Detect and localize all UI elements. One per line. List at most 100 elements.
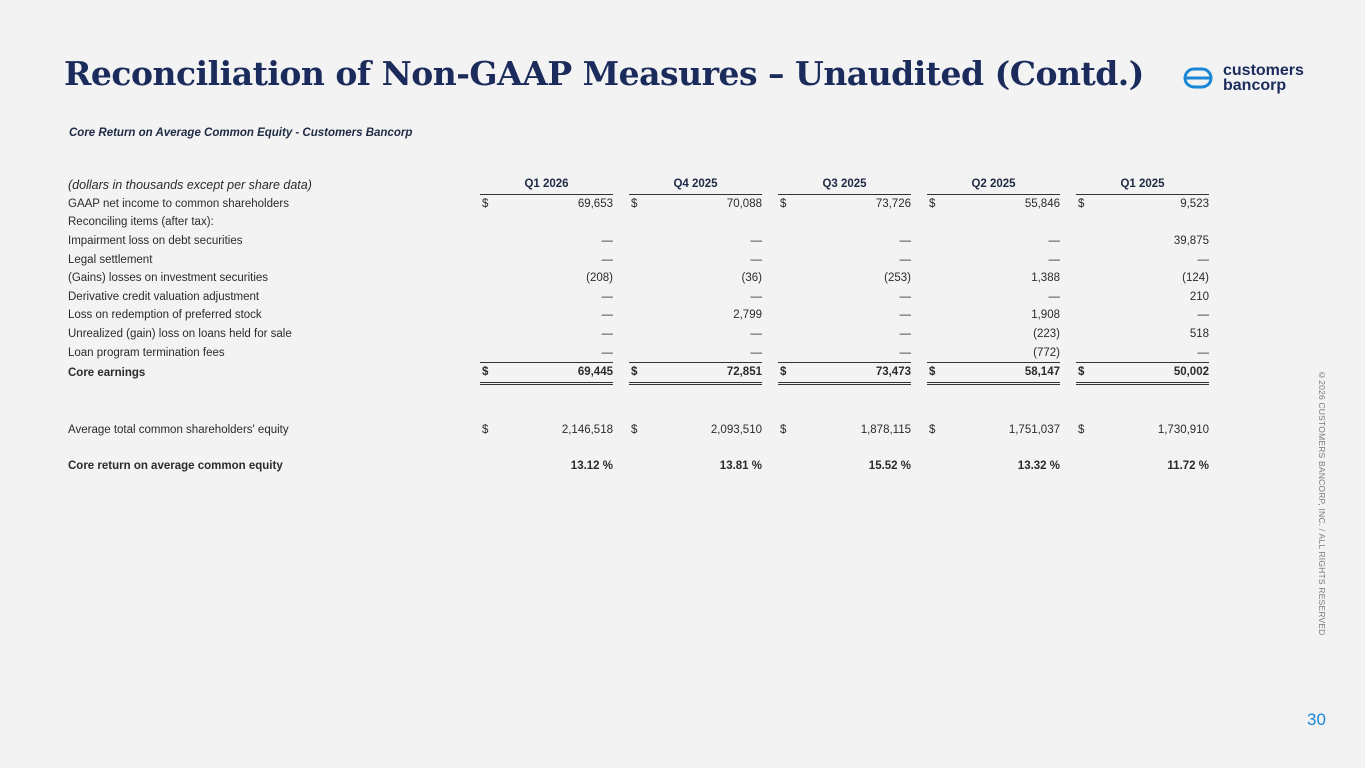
cell-value: 50,002 xyxy=(1098,361,1209,385)
cell-value: (36) xyxy=(741,272,762,285)
cell-value: 2,146,518 xyxy=(561,423,613,436)
table-row: Derivative credit valuation adjustment —… xyxy=(68,288,1209,307)
row-label: Loss on redemption of preferred stock xyxy=(68,309,262,322)
column-header: Q2 2025 xyxy=(927,175,1060,195)
copyright-notice: ©2026 CUSTOMERS BANCORP, INC. / ALL RIGH… xyxy=(1317,370,1327,636)
table-row: Impairment loss on debt securities — — —… xyxy=(68,232,1209,251)
table-row: Loss on redemption of preferred stock — … xyxy=(68,306,1209,325)
table-row: Unrealized (gain) loss on loans held for… xyxy=(68,325,1209,344)
row-label: Core return on average common equity xyxy=(68,460,283,473)
currency-symbol: $ xyxy=(1076,361,1098,385)
table-row-core-return: Core return on average common equity 13.… xyxy=(68,457,1209,476)
cell-value: — xyxy=(899,346,912,359)
cell-value: 1,751,037 xyxy=(1008,423,1060,436)
column-header: Q1 2026 xyxy=(480,175,613,195)
cell-value: — xyxy=(1197,346,1210,359)
units-note: (dollars in thousands except per share d… xyxy=(68,177,312,192)
table-row: Legal settlement — — — — — xyxy=(68,250,1209,269)
cell-value: — xyxy=(1048,235,1061,248)
cell-value: — xyxy=(601,253,614,266)
cell-value: — xyxy=(750,253,763,266)
row-label: Impairment loss on debt securities xyxy=(68,235,243,248)
cell-value: 55,846 xyxy=(1024,197,1060,210)
currency-symbol: $ xyxy=(482,197,489,210)
cell-value: (772) xyxy=(1033,346,1060,359)
table-row: Average total common shareholders' equit… xyxy=(68,421,1209,440)
logo-text-line1: customers xyxy=(1223,62,1304,79)
reconciliation-table: (dollars in thousands except per share d… xyxy=(68,175,1209,476)
row-label: Average total common shareholders' equit… xyxy=(68,423,289,436)
currency-symbol: $ xyxy=(929,423,936,436)
cell-value: 13.32 % xyxy=(1017,460,1060,473)
currency-symbol: $ xyxy=(780,197,787,210)
cell-value: — xyxy=(750,290,763,303)
row-label: Reconciling items (after tax): xyxy=(68,216,214,229)
cell-value: 1,878,115 xyxy=(860,423,911,436)
cell-value: — xyxy=(1197,309,1210,322)
table-row: (Gains) losses on investment securities … xyxy=(68,269,1209,288)
cell-value: — xyxy=(1048,253,1061,266)
cell-value: — xyxy=(1197,253,1210,266)
cell-value: 1,908 xyxy=(1031,309,1060,322)
currency-symbol: $ xyxy=(480,361,502,385)
cell-value: 13.81 % xyxy=(719,460,762,473)
cell-value: (253) xyxy=(884,272,911,285)
cell-value: — xyxy=(750,328,763,341)
cell-value: 39,875 xyxy=(1173,235,1209,248)
cell-value: (124) xyxy=(1182,272,1209,285)
row-label: (Gains) losses on investment securities xyxy=(68,272,269,285)
customers-bancorp-logo: customers bancorp xyxy=(1183,62,1304,94)
cell-value: — xyxy=(1048,290,1061,303)
cell-value: — xyxy=(601,290,614,303)
currency-symbol: $ xyxy=(629,361,651,385)
cell-value: 518 xyxy=(1189,328,1209,341)
cell-value: 73,473 xyxy=(800,361,911,385)
row-label: Loan program termination fees xyxy=(68,346,225,359)
cell-value: — xyxy=(601,346,614,359)
row-label: Core earnings xyxy=(68,366,146,379)
cell-value: 2,093,510 xyxy=(710,423,762,436)
currency-symbol: $ xyxy=(1078,197,1085,210)
logo-mark-icon xyxy=(1183,67,1213,89)
cell-value: — xyxy=(750,235,763,248)
cell-value: — xyxy=(899,290,912,303)
column-header: Q3 2025 xyxy=(778,175,911,195)
cell-value: 73,726 xyxy=(875,197,911,210)
section-subtitle: Core Return on Average Common Equity - C… xyxy=(69,127,413,139)
cell-value: — xyxy=(899,309,912,322)
cell-value: 58,147 xyxy=(949,361,1060,385)
table-header-row: (dollars in thousands except per share d… xyxy=(68,175,1209,195)
cell-value: 13.12 % xyxy=(570,460,613,473)
logo-text-line2: bancorp xyxy=(1223,77,1287,94)
cell-value: 70,088 xyxy=(726,197,762,210)
currency-symbol: $ xyxy=(927,361,949,385)
currency-symbol: $ xyxy=(778,361,800,385)
cell-value: — xyxy=(601,235,614,248)
cell-value: — xyxy=(899,328,912,341)
cell-value: 1,388 xyxy=(1031,272,1060,285)
currency-symbol: $ xyxy=(482,423,489,436)
row-label: Legal settlement xyxy=(68,253,153,266)
cell-value: — xyxy=(899,253,912,266)
cell-value: 69,653 xyxy=(577,197,613,210)
cell-value: 72,851 xyxy=(651,361,762,385)
table-row-core-earnings: Core earnings $ 69,445 $ 72,851 $ 73,473… xyxy=(68,361,1209,385)
table-row: Loan program termination fees — — — (772… xyxy=(68,343,1209,362)
page-number: 30 xyxy=(1307,710,1326,729)
table-row: Reconciling items (after tax): xyxy=(68,213,1209,232)
cell-value: 9,523 xyxy=(1180,197,1209,210)
cell-value: 1,730,910 xyxy=(1157,423,1209,436)
currency-symbol: $ xyxy=(1078,423,1085,436)
column-header: Q1 2025 xyxy=(1076,175,1209,195)
cell-value: 15.52 % xyxy=(868,460,911,473)
cell-value: — xyxy=(750,346,763,359)
row-label: Derivative credit valuation adjustment xyxy=(68,290,260,303)
currency-symbol: $ xyxy=(631,423,638,436)
row-label: GAAP net income to common shareholders xyxy=(68,197,289,210)
cell-value: (223) xyxy=(1033,328,1060,341)
cell-value: — xyxy=(899,235,912,248)
currency-symbol: $ xyxy=(631,197,638,210)
cell-value: 210 xyxy=(1189,290,1209,303)
page-title: Reconciliation of Non-GAAP Measures – Un… xyxy=(64,54,1144,93)
currency-symbol: $ xyxy=(929,197,936,210)
